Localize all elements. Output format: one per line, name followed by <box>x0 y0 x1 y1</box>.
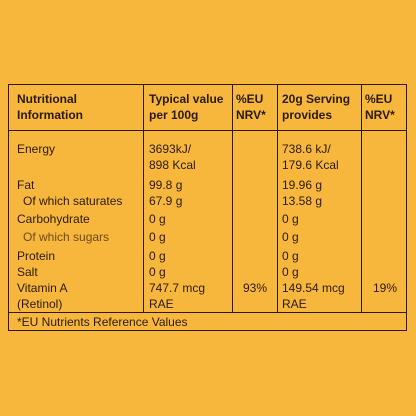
footnote: *EU Nutrients Reference Values <box>17 315 188 329</box>
row-label-vitamin-a: Vitamin A (Retinol) <box>17 280 67 312</box>
row-label-energy: Energy <box>17 142 56 156</box>
row-label-sugars: Of which sugars <box>23 230 110 244</box>
salt-per100g: 0 g <box>149 265 166 279</box>
protein-per100g: 0 g <box>149 249 166 263</box>
row-label-salt: Salt <box>17 265 38 279</box>
value-line: 747.7 mcg <box>149 281 206 295</box>
column-divider <box>277 85 278 312</box>
row-label-saturates: Of which saturates <box>23 194 123 208</box>
header-serving: 20g Serving provides <box>282 91 350 123</box>
row-label-carbohydrate: Carbohydrate <box>17 212 90 226</box>
header-line: NRV* <box>365 108 395 122</box>
nutrition-table: Nutritional Information Typical value pe… <box>8 84 407 331</box>
value-line: 149.54 mcg <box>282 281 345 295</box>
column-divider <box>361 85 362 312</box>
header-line: Typical value <box>149 92 224 106</box>
header-line: per 100g <box>149 108 199 122</box>
fat-serving: 19.96 g <box>282 178 323 192</box>
header-line: provides <box>282 108 333 122</box>
energy-per100g: 3693kJ/ 898 Kcal <box>149 141 196 173</box>
header-eu-nrv-2: %EU NRV* <box>365 91 395 123</box>
header-line: Information <box>17 108 83 122</box>
header-line: %EU <box>236 92 264 106</box>
header-line: 20g Serving <box>282 92 351 106</box>
sugars-serving: 0 g <box>282 230 299 244</box>
value-line: 179.6 Kcal <box>282 158 339 172</box>
saturates-per100g: 67.9 g <box>149 194 183 208</box>
header-line: NRV* <box>236 108 266 122</box>
label-line: Vitamin A <box>17 281 68 295</box>
value-line: 3693kJ/ <box>149 142 192 156</box>
value-line: RAE <box>149 297 174 311</box>
column-divider <box>232 85 233 312</box>
header-typical-value: Typical value per 100g <box>149 91 223 123</box>
header-line: Nutritional <box>17 92 77 106</box>
vitamin-a-per100g: 747.7 mcg RAE <box>149 280 205 312</box>
header-line: %EU <box>365 92 393 106</box>
value-line: 898 Kcal <box>149 158 196 172</box>
salt-serving: 0 g <box>282 265 299 279</box>
energy-serving: 738.6 kJ/ 179.6 Kcal <box>282 141 339 173</box>
carbohydrate-serving: 0 g <box>282 212 299 226</box>
saturates-serving: 13.58 g <box>282 194 323 208</box>
value-line: 738.6 kJ/ <box>282 142 331 156</box>
vitamin-a-nrv-2: 19% <box>372 281 398 295</box>
header-eu-nrv-1: %EU NRV* <box>236 91 266 123</box>
vitamin-a-nrv-1: 93% <box>242 281 268 295</box>
vitamin-a-serving: 149.54 mcg RAE <box>282 280 345 312</box>
row-label-fat: Fat <box>17 178 35 192</box>
header-divider <box>9 130 406 131</box>
footnote-divider <box>9 312 406 313</box>
header-nutritional-information: Nutritional Information <box>17 91 83 123</box>
value-line: RAE <box>282 297 307 311</box>
row-label-protein: Protein <box>17 249 56 263</box>
fat-per100g: 99.8 g <box>149 178 183 192</box>
sugars-per100g: 0 g <box>149 230 166 244</box>
carbohydrate-per100g: 0 g <box>149 212 166 226</box>
label-line: (Retinol) <box>17 297 63 311</box>
column-divider <box>143 85 144 312</box>
protein-serving: 0 g <box>282 249 299 263</box>
